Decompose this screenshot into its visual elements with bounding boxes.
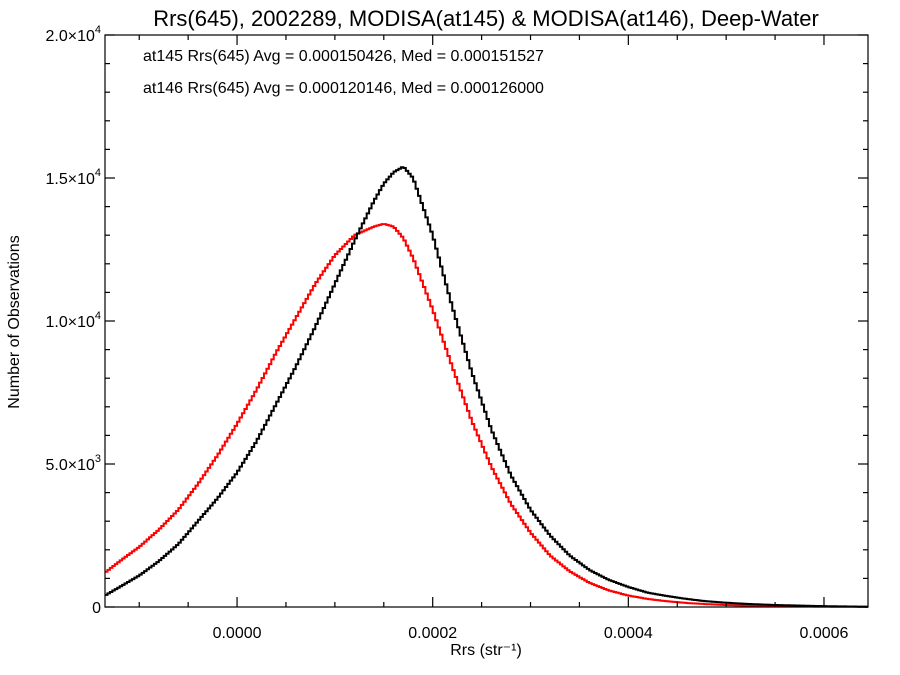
chart-title: Rrs(645), 2002289, MODISA(at145) & MODIS… — [153, 6, 819, 31]
series-line-at145 — [105, 166, 868, 608]
x-tick-label: 0.0002 — [408, 625, 457, 642]
tick-labels-layer: 0.0000 0.0002 0.0004 0.0006 0 5.0×103 1.0×104 1… — [45, 24, 848, 642]
x-tick-label: 0.0006 — [800, 625, 849, 642]
series-line-at146 — [105, 223, 868, 608]
legend-entry-at146: at146 Rrs(645) Avg = 0.000120146, Med = … — [143, 80, 544, 97]
x-axis-label: Rrs (str⁻¹) — [450, 642, 522, 659]
series-layer — [105, 166, 868, 608]
legend-entry-at145: at145 Rrs(645) Avg = 0.000150426, Med = … — [143, 48, 544, 65]
x-tick-label: 0.0004 — [604, 625, 653, 642]
y-tick-label: 1.0×104 — [45, 310, 101, 331]
y-tick-label: 0 — [92, 600, 101, 617]
plot-frame — [104, 34, 869, 608]
y-axis-label: Number of Observations — [6, 235, 23, 408]
legend: at145 Rrs(645) Avg = 0.000150426, Med = … — [143, 48, 544, 97]
ticks-layer — [105, 34, 868, 608]
y-tick-label: 1.5×104 — [45, 167, 101, 188]
y-tick-label: 2.0×104 — [45, 24, 101, 45]
y-tick-label: 5.0×103 — [45, 453, 101, 474]
x-tick-label: 0.0000 — [213, 625, 262, 642]
